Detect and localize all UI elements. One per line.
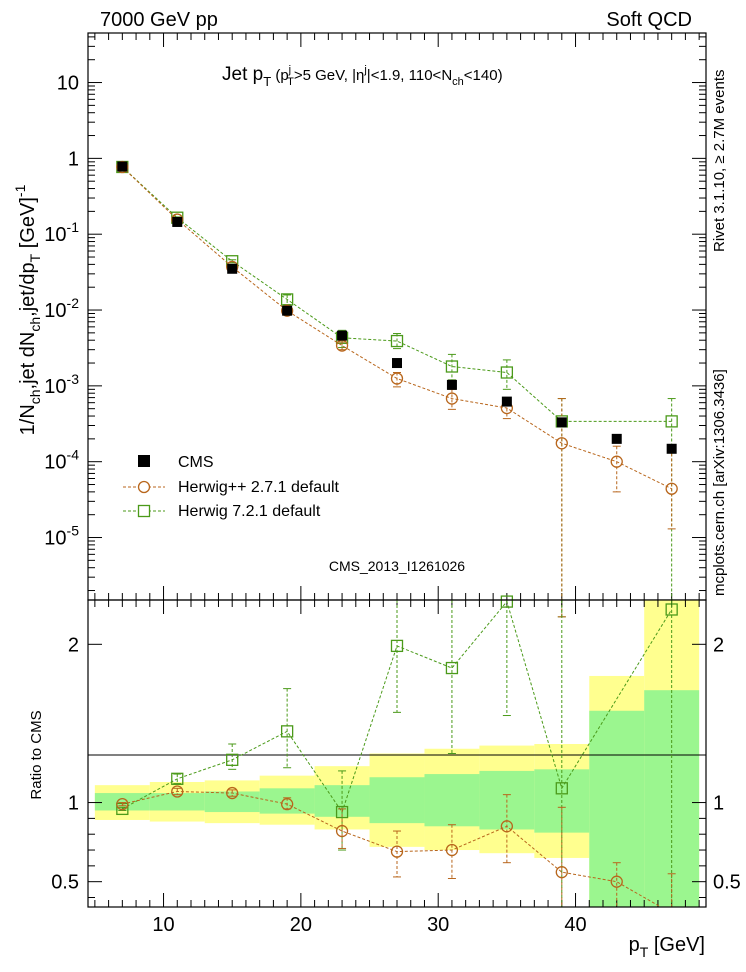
data-point-herwig7 bbox=[335, 805, 349, 819]
ratio-data-marks bbox=[116, 595, 678, 908]
ratio-uncertainty-bands bbox=[94, 600, 700, 907]
data-point-cms bbox=[392, 358, 402, 369]
y-tick-label: 10-1 bbox=[44, 219, 79, 246]
series-line bbox=[121, 166, 672, 490]
y-tick-label: 10-3 bbox=[44, 371, 79, 398]
ratio-axis-ticks: 0.5 0.5 1 1 2 2 10 20 30 40 bbox=[51, 600, 741, 936]
data-point-herwigpp bbox=[280, 797, 294, 811]
ratio-y-tick-label: 1 bbox=[68, 793, 79, 815]
data-point-cms bbox=[172, 216, 183, 227]
ratio-y-tick-label-right: 2 bbox=[713, 634, 724, 656]
data-point-herwigpp bbox=[610, 455, 623, 468]
data-point-herwigpp bbox=[171, 785, 184, 798]
data-point-cms bbox=[337, 330, 348, 341]
data-point-herwigpp bbox=[500, 820, 514, 833]
legend: CMS Herwig++ 2.7.1 default Herwig 7.2.1 … bbox=[123, 454, 340, 520]
legend-cms-label: CMS bbox=[178, 454, 214, 471]
x-tick-label: 40 bbox=[564, 914, 586, 936]
legend-cms-marker bbox=[138, 455, 150, 467]
data-point-herwigpp bbox=[116, 160, 129, 174]
x-tick-label: 30 bbox=[427, 914, 449, 936]
header-right-label: Soft QCD bbox=[606, 9, 692, 31]
stat-uncertainty-band bbox=[424, 774, 480, 827]
data-point-herwig7 bbox=[390, 639, 404, 653]
x-axis-label: pT [GeV] bbox=[629, 934, 705, 960]
x-tick-label: 20 bbox=[290, 914, 312, 936]
data-point-herwig7 bbox=[390, 334, 404, 348]
series-line bbox=[121, 166, 672, 422]
data-point-herwigpp bbox=[116, 797, 129, 811]
series-line bbox=[122, 600, 673, 814]
y-tick-label: 10-4 bbox=[44, 447, 79, 474]
stat-uncertainty-band bbox=[369, 777, 425, 824]
data-point-cms bbox=[117, 161, 128, 172]
ratio-y-tick-label: 2 bbox=[68, 634, 79, 656]
data-point-herwigpp bbox=[555, 437, 568, 450]
data-point-herwig7 bbox=[226, 753, 239, 766]
data-point-herwigpp bbox=[445, 392, 459, 405]
y-tick-label: 10 bbox=[57, 73, 79, 95]
main-panel: 10-5 10-4 10-3 10-2 10-1 1 10 Jet pT (pj T>5 Ge… bbox=[12, 32, 707, 618]
mcplots-label: mcplots.cern.ch [arXiv:1306.3436] bbox=[711, 369, 728, 596]
legend-herwigpp-label: Herwig++ 2.7.1 default bbox=[178, 479, 340, 496]
chart-title: Jet pT (pj T>5 GeV, |ηj|<1.9, 110<Nch<140… bbox=[222, 64, 503, 89]
stat-uncertainty-band bbox=[204, 791, 260, 813]
main-y-axis-label: 1/Nch,jet dNch,jet/dpT [GeV]-1 bbox=[12, 184, 43, 435]
stat-uncertainty-band bbox=[94, 793, 150, 811]
ratio-y-axis-label: Ratio to CMS bbox=[28, 710, 45, 799]
data-point-herwigpp bbox=[335, 824, 349, 838]
data-point-herwig7 bbox=[665, 603, 678, 616]
ratio-frame bbox=[87, 599, 707, 908]
data-point-cms bbox=[556, 417, 567, 428]
rivet-version-label: Rivet 3.1.10, ≥ 2.7M events bbox=[711, 70, 728, 253]
y-tick-label: 1 bbox=[68, 148, 79, 170]
ratio-y-tick-label-right: 1 bbox=[713, 793, 724, 815]
data-point-herwig7 bbox=[171, 772, 184, 785]
legend-herwig7-label: Herwig 7.2.1 default bbox=[178, 503, 321, 520]
legend-herwigpp-marker bbox=[137, 480, 151, 494]
data-point-herwigpp bbox=[445, 843, 459, 857]
data-point-cms bbox=[611, 433, 622, 444]
data-point-herwig7 bbox=[665, 415, 678, 428]
data-point-cms bbox=[282, 305, 293, 316]
data-point-herwig7 bbox=[445, 661, 459, 675]
data-point-herwig7 bbox=[500, 595, 514, 608]
watermark: CMS_2013_I1261026 bbox=[329, 558, 465, 574]
data-point-herwigpp bbox=[665, 482, 678, 495]
main-axis-ticks: 10-5 10-4 10-3 10-2 10-1 1 10 bbox=[44, 33, 706, 600]
data-point-herwig7 bbox=[500, 366, 514, 379]
stat-uncertainty-band bbox=[589, 710, 645, 907]
legend-herwig7-marker bbox=[137, 504, 151, 518]
data-point-herwigpp bbox=[280, 304, 294, 317]
data-point-herwig7 bbox=[445, 360, 459, 373]
header-left-label: 7000 GeV pp bbox=[100, 9, 218, 31]
data-point-herwig7 bbox=[555, 782, 568, 795]
data-point-cms bbox=[227, 263, 238, 274]
data-point-herwigpp bbox=[390, 372, 404, 385]
data-point-herwig7 bbox=[280, 725, 294, 738]
x-tick-label: 10 bbox=[152, 914, 174, 936]
y-tick-label: 10-2 bbox=[44, 295, 79, 322]
data-point-herwigpp bbox=[226, 786, 239, 800]
ratio-y-tick-label-right: 0.5 bbox=[713, 872, 741, 894]
stat-uncertainty-band bbox=[149, 793, 205, 811]
data-point-herwigpp bbox=[390, 845, 404, 858]
data-point-herwigpp bbox=[610, 875, 623, 888]
data-point-cms bbox=[501, 396, 512, 407]
ratio-panel: 0.5 0.5 1 1 2 2 10 20 30 40 Ratio to CMS pT [GeV] bbox=[28, 595, 741, 960]
data-point-herwigpp bbox=[555, 866, 568, 879]
main-data-marks bbox=[116, 160, 678, 618]
y-tick-label: 10-5 bbox=[44, 523, 79, 550]
ratio-y-tick-label: 0.5 bbox=[51, 872, 79, 894]
data-point-cms bbox=[446, 379, 457, 390]
data-point-cms bbox=[666, 443, 677, 454]
